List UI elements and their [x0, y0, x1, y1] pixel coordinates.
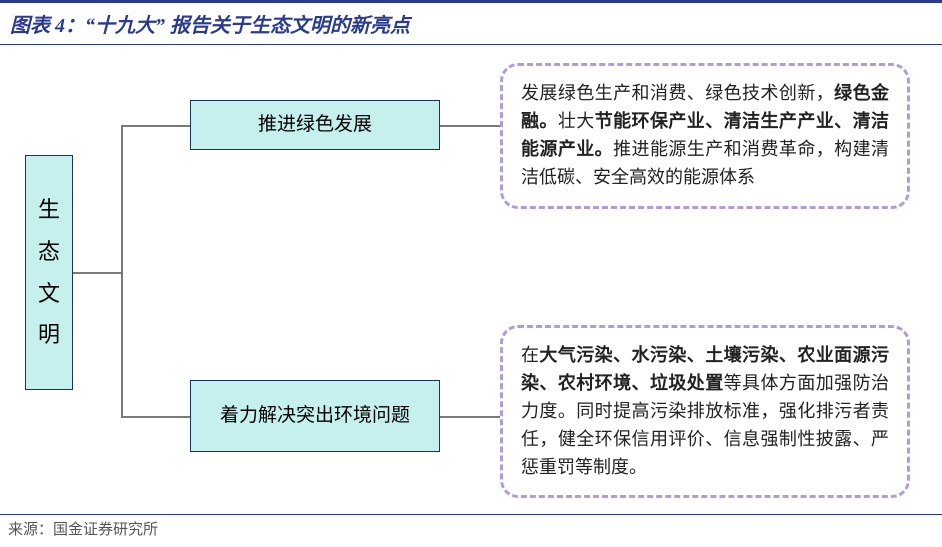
mid-node-1: 推进绿色发展	[190, 100, 440, 150]
root-char-1: 生	[38, 189, 60, 231]
detail-node-1: 发展绿色生产和消费、绿色技术创新，绿色金融。壮大节能环保产业、清洁生产产业、清洁…	[500, 63, 910, 209]
connector	[121, 416, 190, 418]
mid-node-2: 着力解决突出环境问题	[190, 380, 440, 452]
connector	[121, 125, 123, 418]
connector	[440, 125, 500, 127]
connector	[73, 272, 123, 274]
mid-node-1-label: 推进绿色发展	[258, 111, 372, 140]
root-char-3: 文	[38, 273, 60, 315]
detail-node-2: 在大气污染、水污染、土壤污染、农业面源污染、农村环境、垃圾处置等具体方面加强防治…	[500, 325, 910, 498]
chart-title: 图表 4：“十九大” 报告关于生态文明的新亮点	[0, 0, 942, 45]
mid-node-2-label: 着力解决突出环境问题	[220, 402, 410, 431]
detail2-pre: 在	[521, 345, 539, 365]
detail2-text: 在大气污染、水污染、土壤污染、农业面源污染、农村环境、垃圾处置等具体方面加强防治…	[521, 345, 889, 477]
source-text: 来源：国金证券研究所	[8, 518, 158, 539]
detail1-text: 发展绿色生产和消费、绿色技术创新，绿色金融。壮大节能环保产业、清洁生产产业、清洁…	[521, 83, 889, 187]
root-char-4: 明	[38, 314, 60, 356]
detail1-mid: 壮大	[558, 111, 595, 131]
detail1-pre: 发展绿色生产和消费、绿色技术创新，	[521, 83, 834, 103]
connector	[440, 416, 500, 418]
root-char-2: 态	[38, 231, 60, 273]
diagram-area: 生 态 文 明 推进绿色发展 着力解决突出环境问题 发展绿色生产和消费、绿色技术…	[0, 45, 942, 500]
bottom-rule	[0, 514, 942, 515]
connector	[121, 125, 190, 127]
root-node: 生 态 文 明	[25, 155, 73, 390]
